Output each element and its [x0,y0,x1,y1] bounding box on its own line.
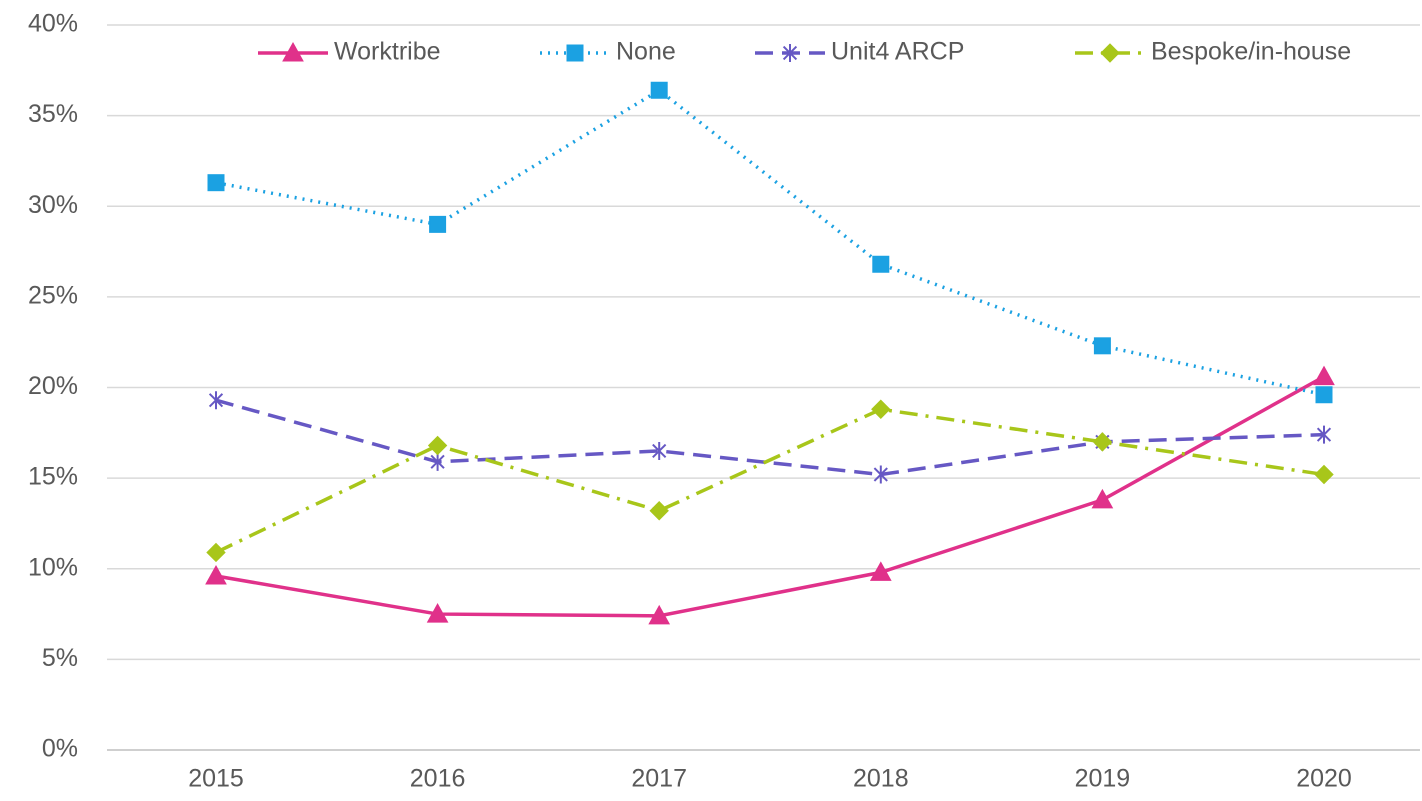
series-line [215,88,1325,397]
y-tick-label: 35% [28,100,78,128]
marker [430,452,445,471]
legend-marker [1100,43,1120,63]
y-tick-label: 25% [28,281,78,309]
legend-label: None [616,38,676,66]
x-tick-label: 2016 [410,765,466,793]
legend-marker [282,41,304,62]
y-tick-label: 5% [42,644,78,672]
marker [872,255,890,273]
y-tick-label: 0% [42,735,78,763]
y-tick-label: 30% [28,191,78,219]
legend-label: Bespoke/in-house [1151,38,1351,66]
series-line [215,398,1325,477]
marker [207,174,225,192]
marker [650,81,668,99]
marker [1091,488,1114,509]
marker [652,441,667,460]
marker [873,465,888,484]
legend-marker [782,44,798,62]
y-tick-label: 15% [28,463,78,491]
marker [429,215,447,233]
legend-marker [566,44,584,62]
marker [871,399,891,419]
marker [1093,337,1111,355]
legend-label: Worktribe [334,38,441,66]
x-tick-label: 2019 [1075,765,1131,793]
series-line [215,375,1325,618]
series-line [215,407,1325,555]
marker [208,391,224,410]
marker [1314,464,1334,485]
y-tick-label: 10% [28,553,78,581]
marker [205,564,227,585]
marker [648,604,671,625]
marker [1315,386,1333,404]
marker [427,435,448,456]
x-tick-label: 2017 [631,765,687,793]
marker [869,561,892,581]
marker [206,542,226,563]
y-tick-label: 40% [28,10,78,38]
marker [426,603,449,623]
legend-label: Unit4 ARCP [831,38,964,66]
marker [1313,365,1335,386]
x-tick-label: 2015 [188,765,244,793]
x-tick-label: 2018 [853,765,909,793]
marker [1316,425,1332,444]
y-tick-label: 20% [28,372,78,400]
marker [1092,432,1113,452]
marker [649,501,669,521]
x-tick-label: 2020 [1296,765,1352,793]
